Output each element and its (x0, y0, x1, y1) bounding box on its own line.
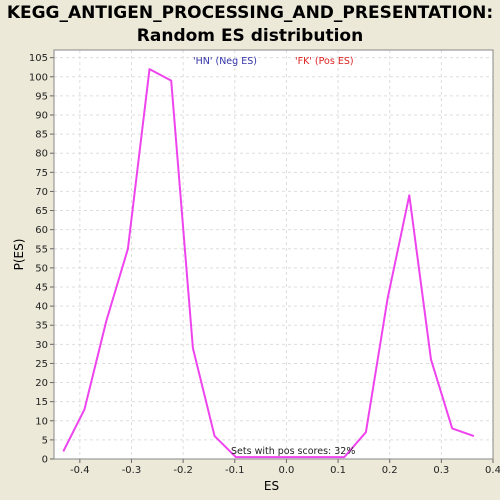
y-tick-label: 15 (35, 397, 48, 408)
x-tick-label: 0.4 (485, 465, 500, 476)
x-tick-labels: -0.4 -0.3 -0.2 -0.1 0.0 0.1 0.2 0.3 0.4 (70, 465, 500, 476)
series-group (62, 68, 475, 459)
y-tick-label: 105 (29, 53, 48, 64)
chart-title: KEGG_ANTIGEN_PROCESSING_AND_PRESENTATION… (6, 3, 494, 23)
y-tick-label: 45 (35, 282, 48, 293)
axes (50, 49, 494, 463)
x-axis-label: ES (264, 479, 279, 493)
x-tick-label: -0.2 (173, 465, 193, 476)
x-tick-label: 0.0 (278, 465, 294, 476)
y-tick-label: 100 (29, 72, 48, 83)
x-tick-label: -0.3 (122, 465, 142, 476)
y-tick-label: 40 (35, 302, 48, 313)
plot-area (54, 50, 493, 459)
y-tick-label: 30 (35, 340, 48, 351)
y-tick-label: 5 (42, 435, 48, 446)
y-tick-label: 70 (35, 187, 48, 198)
es-distribution-line (62, 68, 475, 459)
x-tick-label: 0.2 (382, 465, 398, 476)
y-tick-label: 25 (35, 359, 48, 370)
x-tick-label: -0.1 (225, 465, 245, 476)
y-tick-label: 90 (35, 110, 48, 121)
legend-entry: 'FK' (Pos ES) (295, 56, 354, 67)
y-axis-label: P(ES) (12, 239, 26, 271)
chart-subtitle: Random ES distribution (136, 26, 364, 46)
y-tick-labels: 0 5 10 15 20 25 30 35 40 45 50 55 60 65 70 75 80 85 90 95 10… (29, 53, 48, 465)
y-tick-label: 35 (35, 321, 48, 332)
x-tick-label: 0.1 (330, 465, 346, 476)
legend: 'HN' (Neg ES) 'FK' (Pos ES) (193, 56, 354, 67)
pos-scores-annotation: Sets with pos scores: 32% (231, 446, 355, 457)
y-tick-label: 65 (35, 206, 48, 217)
plot-frame (53, 49, 494, 460)
y-tick-label: 55 (35, 244, 48, 255)
y-tick-label: 50 (35, 263, 48, 274)
y-tick-label: 0 (42, 455, 48, 466)
legend-entry: 'HN' (Neg ES) (193, 56, 257, 67)
x-tick-label: 0.3 (433, 465, 449, 476)
y-tick-label: 10 (35, 416, 48, 427)
y-tick-label: 60 (35, 225, 48, 236)
y-tick-label: 95 (35, 91, 48, 102)
grid-lines (54, 50, 494, 460)
y-tick-label: 80 (35, 149, 48, 160)
y-tick-label: 75 (35, 168, 48, 179)
y-tick-label: 85 (35, 130, 48, 141)
x-tick-label: -0.4 (70, 465, 90, 476)
y-tick-label: 20 (35, 378, 48, 389)
